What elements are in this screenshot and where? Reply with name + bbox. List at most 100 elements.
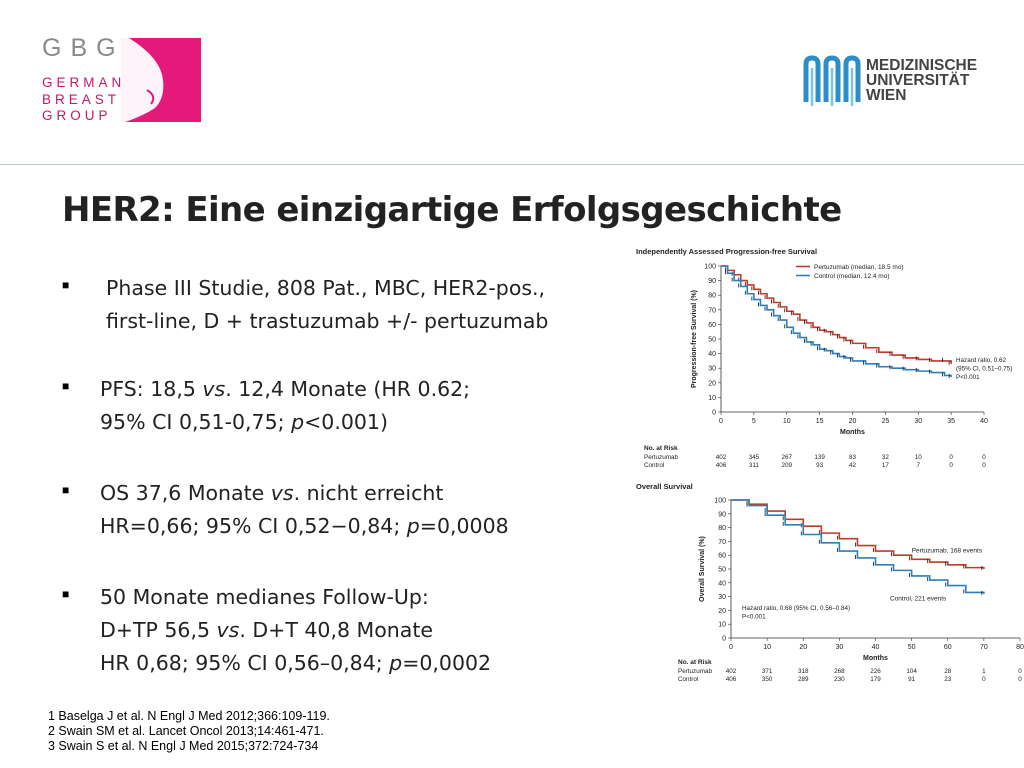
risk-value: 267	[781, 454, 792, 461]
risk-value: 139	[814, 454, 825, 461]
y-tick-label: 50	[718, 567, 726, 574]
chart-title: Independently Assessed Progression-free …	[636, 247, 817, 256]
risk-value: 406	[726, 676, 737, 683]
y-tick-label: 60	[708, 322, 716, 329]
y-tick-label: 10	[718, 622, 726, 629]
x-tick-label: 40	[872, 644, 880, 651]
x-tick-label: 10	[763, 644, 771, 651]
y-axis-label: Progression-free Survival (%)	[691, 290, 698, 388]
risk-value: 93	[816, 462, 824, 469]
y-tick-label: 70	[718, 539, 726, 546]
risk-value: 345	[749, 454, 760, 461]
gbg-logo-line1: GERMAN	[42, 75, 126, 90]
x-tick-label: 30	[835, 644, 843, 651]
y-tick-label: 0	[712, 410, 716, 417]
bullet-marker: ■	[62, 278, 70, 292]
gbg-logo: GBG GERMAN BREAST GROUP	[42, 36, 132, 126]
y-tick-label: 20	[718, 608, 726, 615]
y-tick-label: 90	[708, 278, 716, 285]
y-tick-label: 10	[708, 395, 716, 402]
risk-table-header: No. at Risk	[644, 445, 678, 452]
chart-title: Overall Survival	[636, 482, 693, 491]
y-tick-label: 40	[708, 351, 716, 358]
muw-logo-line1: MEDIZINISCHE	[866, 57, 978, 74]
x-axis-label: Months	[863, 655, 888, 662]
x-tick-label: 20	[799, 644, 807, 651]
reference-1: 1 Baselga J et al. N Engl J Med 2012;366…	[48, 709, 330, 723]
y-tick-label: 100	[704, 264, 716, 271]
risk-value: 23	[944, 676, 952, 683]
bullet-2-line2: 95% CI 0,51-0,75; p<0.001)	[100, 410, 388, 434]
gbg-logo-line2: BREAST	[42, 91, 121, 107]
risk-value: 0	[982, 454, 986, 461]
risk-row-label: Pertuzumab	[644, 454, 678, 461]
bullet-1-line1: Phase III Studie, 808 Pat., MBC, HER2-po…	[106, 276, 546, 300]
risk-value: 268	[834, 668, 845, 675]
risk-value: 83	[849, 454, 857, 461]
risk-value: 7	[916, 462, 920, 469]
y-tick-label: 60	[718, 553, 726, 560]
x-tick-label: 0	[719, 418, 723, 425]
muw-logo-mark	[802, 52, 862, 117]
risk-value: 350	[762, 676, 773, 683]
risk-value: 17	[882, 462, 890, 469]
hazard-ratio-text: P<0.001	[956, 374, 980, 381]
y-tick-label: 90	[718, 511, 726, 518]
y-tick-label: 50	[708, 337, 716, 344]
x-tick-label: 30	[914, 418, 922, 425]
risk-value: 402	[716, 454, 727, 461]
muw-logo-text: MEDIZINISCHE UNIVERSITÄT WIEN	[866, 57, 978, 104]
risk-value: 318	[798, 668, 809, 675]
risk-value: 209	[781, 462, 792, 469]
y-axis-label: Overall Survival (%)	[699, 536, 706, 602]
risk-value: 371	[762, 668, 773, 675]
y-tick-label: 80	[708, 293, 716, 300]
x-tick-label: 35	[947, 418, 955, 425]
risk-value: 0	[949, 462, 953, 469]
bullet-4-line2: D+TP 56,5 vs. D+T 40,8 Monate	[100, 618, 433, 642]
y-tick-label: 70	[708, 307, 716, 314]
series-line-control	[721, 265, 952, 377]
risk-value: 0	[982, 462, 986, 469]
y-tick-label: 30	[718, 594, 726, 601]
y-tick-label: 80	[718, 525, 726, 532]
hazard-ratio-text: P<0.001	[742, 614, 766, 621]
x-tick-label: 25	[881, 418, 889, 425]
km-charts: Independently Assessed Progression-free …	[636, 247, 1024, 683]
risk-value: 289	[798, 676, 809, 683]
slide-title: HER2: Eine einzigartige Erfolgsgeschicht…	[62, 190, 842, 230]
hazard-ratio-text: Hazard ratio, 0.62	[956, 357, 1007, 364]
risk-value: 0	[982, 676, 986, 683]
reference-3: 3 Swain S et al. N Engl J Med 2015;372:7…	[48, 739, 319, 753]
risk-value: 226	[870, 668, 881, 675]
gbg-logo-title: GBG	[42, 34, 125, 62]
muw-logo-line3: WIEN	[866, 87, 907, 104]
risk-value: 0	[949, 454, 953, 461]
bullet-marker: ■	[62, 379, 70, 393]
muw-logo-line2: UNIVERSITÄT	[866, 72, 970, 89]
risk-value: 0	[1018, 668, 1022, 675]
x-tick-label: 50	[908, 644, 916, 651]
risk-value: 32	[882, 454, 890, 461]
series-line-control	[731, 499, 985, 594]
references: 1 Baselga J et al. N Engl J Med 2012;366…	[48, 709, 330, 754]
x-tick-label: 70	[980, 644, 988, 651]
bullet-4-line1: 50 Monate medianes Follow-Up:	[100, 585, 429, 609]
x-tick-label: 5	[752, 418, 756, 425]
series-label: Control, 221 events	[890, 596, 947, 603]
hazard-ratio-text: Hazard ratio, 0.68 (95% CI, 0.56–0.84)	[742, 605, 850, 612]
x-tick-label: 40	[980, 418, 988, 425]
risk-table-header: No. at Risk	[678, 659, 712, 666]
bullet-marker: ■	[62, 587, 70, 601]
risk-value: 311	[749, 462, 760, 469]
bullet-2-line1: PFS: 18,5 vs. 12,4 Monate (HR 0.62;	[100, 377, 471, 401]
risk-value: 42	[849, 462, 857, 469]
gbg-logo-line3: GROUP	[42, 108, 112, 123]
risk-value: 28	[944, 668, 952, 675]
hazard-ratio-text: (95% CI, 0.51–0.75)	[956, 366, 1012, 373]
legend-label: Pertuzumab (median, 18.5 mo)	[814, 264, 904, 271]
bullet-3-line1: OS 37,6 Monate vs. nicht erreicht	[100, 481, 444, 505]
risk-row-label: Control	[678, 676, 698, 683]
risk-value: 1	[982, 668, 986, 675]
series-line-pertuzumab	[721, 265, 952, 364]
